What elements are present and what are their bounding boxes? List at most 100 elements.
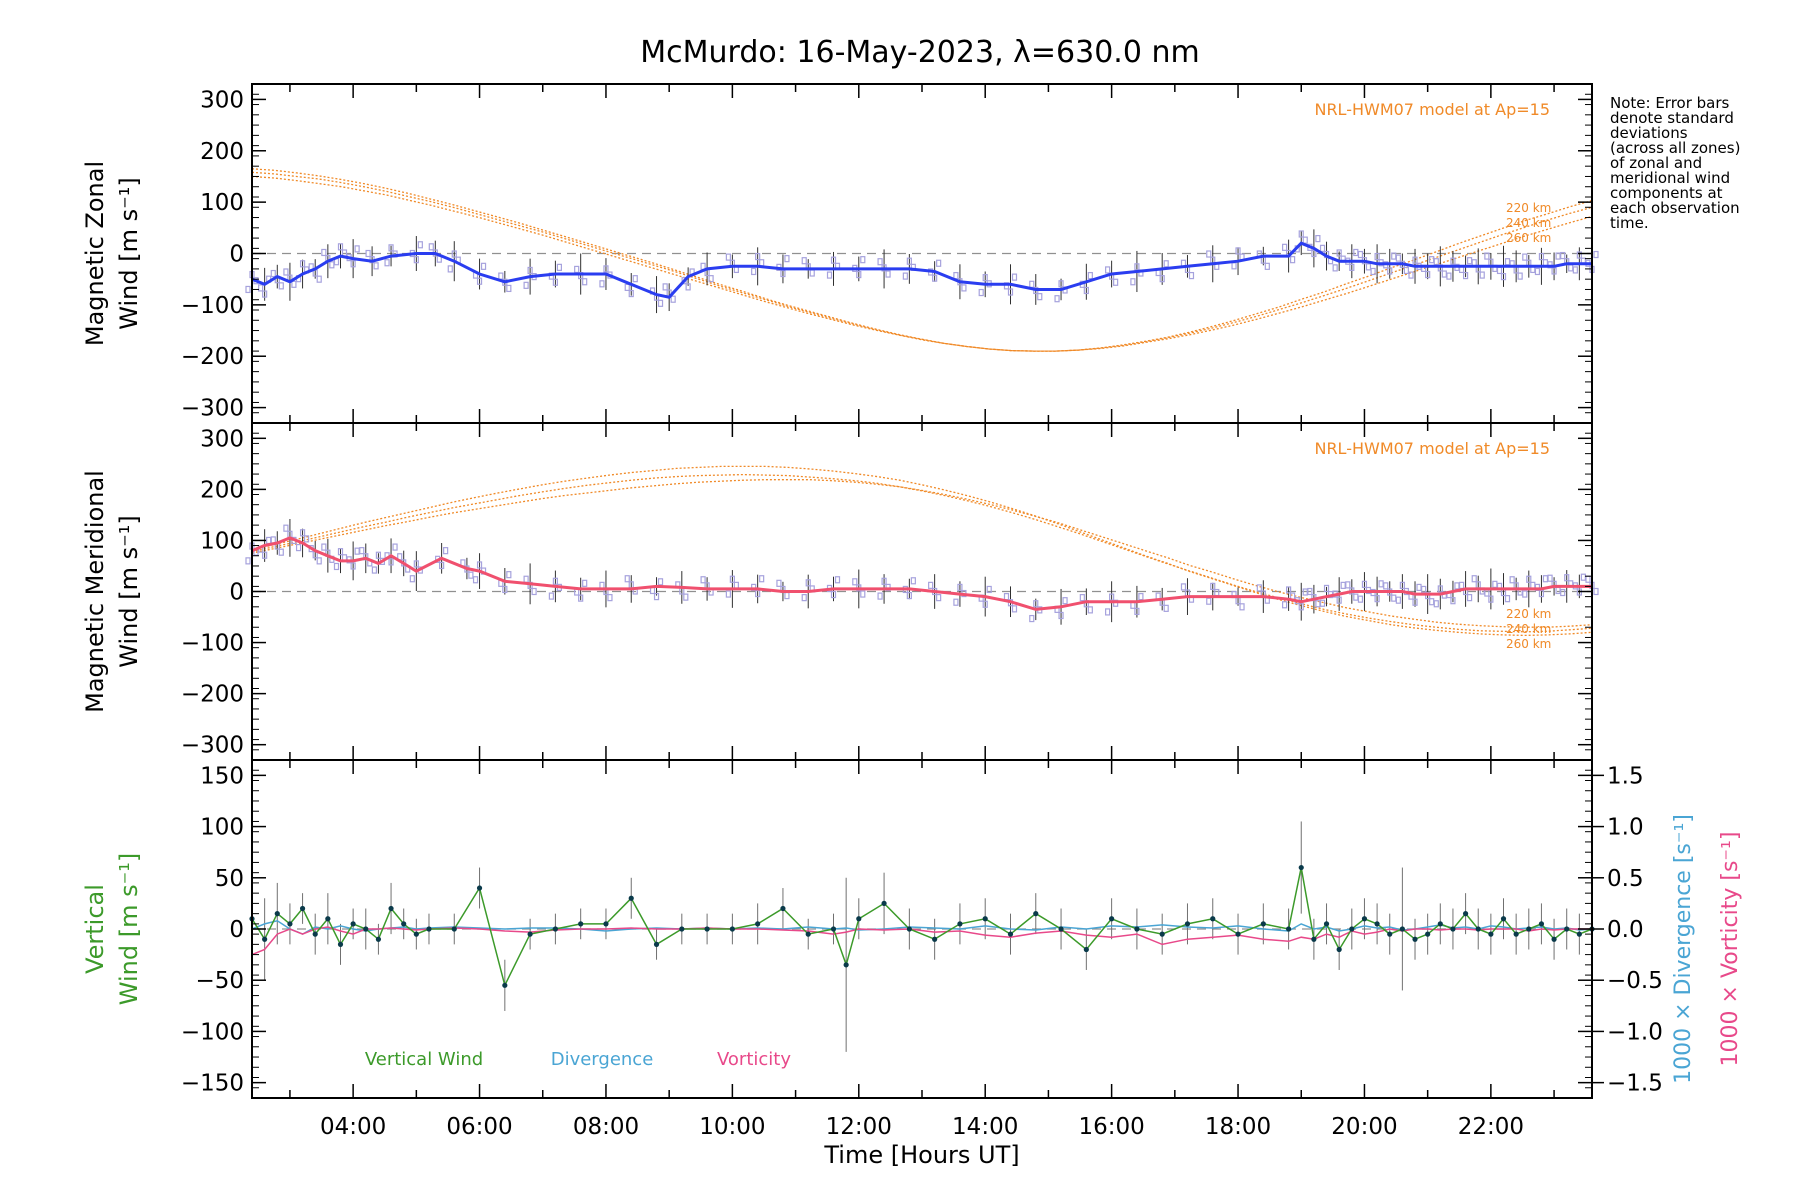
zone-point	[982, 600, 988, 608]
zone-point	[556, 263, 562, 271]
zone-point	[531, 587, 537, 596]
zone-point	[936, 259, 942, 267]
zone-point	[1058, 611, 1064, 620]
vertical-wind-point	[729, 926, 735, 932]
vertical-wind-point	[1235, 931, 1241, 937]
zone-point	[283, 268, 289, 276]
zone-point	[1054, 295, 1060, 303]
zone-point	[1323, 584, 1330, 593]
panel-1-ylabel: Magnetic Meridional Wind [m s⁻¹]	[81, 470, 143, 713]
y-tick-label: 50	[215, 866, 244, 892]
zone-point	[1446, 272, 1452, 280]
y-tick-label: −100	[181, 631, 244, 657]
zone-point	[662, 283, 668, 291]
y2-tick-label: 1.5	[1607, 763, 1644, 789]
zone-point	[1560, 251, 1566, 260]
zone-point	[1087, 606, 1093, 614]
zone-point	[1560, 588, 1566, 597]
zone-point	[1526, 575, 1532, 583]
zone-point	[1298, 603, 1304, 611]
zone-point	[1555, 586, 1561, 595]
zone-point	[685, 283, 691, 291]
zone-point	[953, 271, 959, 280]
zone-point	[1286, 586, 1292, 594]
zone-point	[1450, 597, 1456, 605]
zone-point	[333, 562, 340, 571]
model-altitude-label: 260 km	[1506, 231, 1551, 245]
zone-point	[1504, 258, 1511, 266]
zone-point	[1522, 590, 1528, 598]
zone-point	[670, 295, 676, 303]
legend-item-vorticity: Vorticity	[717, 1049, 791, 1070]
zone-point	[1542, 575, 1549, 583]
zone-point	[278, 548, 284, 556]
vertical-wind-point	[1387, 931, 1393, 937]
vorticity-axis-label: 1000 × Vorticity [s⁻¹]	[1718, 832, 1743, 1067]
zone-point	[759, 259, 765, 267]
zone-point	[1421, 585, 1427, 594]
vertical-wind-point	[1298, 864, 1304, 871]
zone-point	[624, 283, 630, 291]
vertical-wind-point	[426, 926, 432, 932]
zone-point	[582, 278, 588, 286]
model-altitude-label: 240 km	[1506, 622, 1551, 636]
zone-point	[1105, 266, 1111, 274]
vertical-wind-point	[881, 900, 887, 906]
model-curve-260	[251, 465, 1593, 637]
zone-point	[1509, 576, 1515, 584]
zone-point	[628, 289, 634, 298]
zone-point	[1163, 260, 1169, 268]
y-tick-label: 200	[200, 139, 244, 165]
zone-point	[729, 575, 735, 583]
vertical-wind-point	[527, 931, 533, 937]
zone-point	[552, 278, 558, 286]
zone-point	[245, 557, 251, 565]
y-tick-label: −200	[181, 682, 244, 708]
zone-point	[885, 270, 891, 278]
zone-point	[1538, 252, 1545, 261]
vertical-wind-point	[830, 926, 837, 932]
zone-point	[708, 275, 714, 283]
vertical-wind-point	[312, 931, 318, 937]
zone-point	[1087, 271, 1093, 280]
y-tick-label: −100	[181, 293, 244, 319]
vertical-wind-point	[1374, 921, 1380, 927]
zone-point	[409, 575, 415, 583]
vertical-wind-point	[413, 931, 419, 937]
zone-point	[725, 253, 731, 261]
zone-point	[1340, 581, 1346, 589]
zone-point	[480, 262, 487, 270]
y2-tick-label: 1.0	[1607, 815, 1644, 841]
zone-point	[1349, 263, 1355, 271]
zone-point	[384, 259, 390, 267]
vertical-wind-point	[1399, 926, 1405, 932]
zone-point	[417, 241, 423, 249]
zone-point	[1547, 574, 1553, 582]
zone-point	[316, 557, 322, 565]
vertical-wind-point	[982, 916, 988, 922]
zone-point	[755, 589, 761, 598]
zone-point	[582, 579, 588, 587]
vertical-wind-point	[350, 921, 356, 927]
vertical-wind-point	[653, 941, 660, 947]
vertical-wind-point	[704, 926, 710, 932]
vertical-wind-point	[1425, 931, 1431, 937]
vertical-wind-point	[843, 962, 849, 968]
zone-point	[1336, 596, 1342, 604]
zone-point	[830, 256, 837, 264]
zone-point	[877, 258, 883, 266]
zone-point	[1058, 280, 1064, 288]
vertical-wind-line	[251, 867, 1593, 988]
vertical-wind-point	[388, 905, 394, 912]
x-tick-label: 04:00	[320, 1114, 386, 1140]
zone-point	[936, 594, 942, 602]
zone-point	[506, 571, 512, 579]
zone-point	[413, 256, 419, 264]
note-line: components at	[1610, 184, 1723, 202]
y-axis-label: Wind [m s⁻¹]	[115, 515, 143, 667]
vertical-wind-point	[1412, 936, 1418, 942]
zone-point	[443, 547, 449, 555]
vertical-wind-point	[1564, 926, 1570, 932]
zone-point	[1522, 253, 1528, 261]
